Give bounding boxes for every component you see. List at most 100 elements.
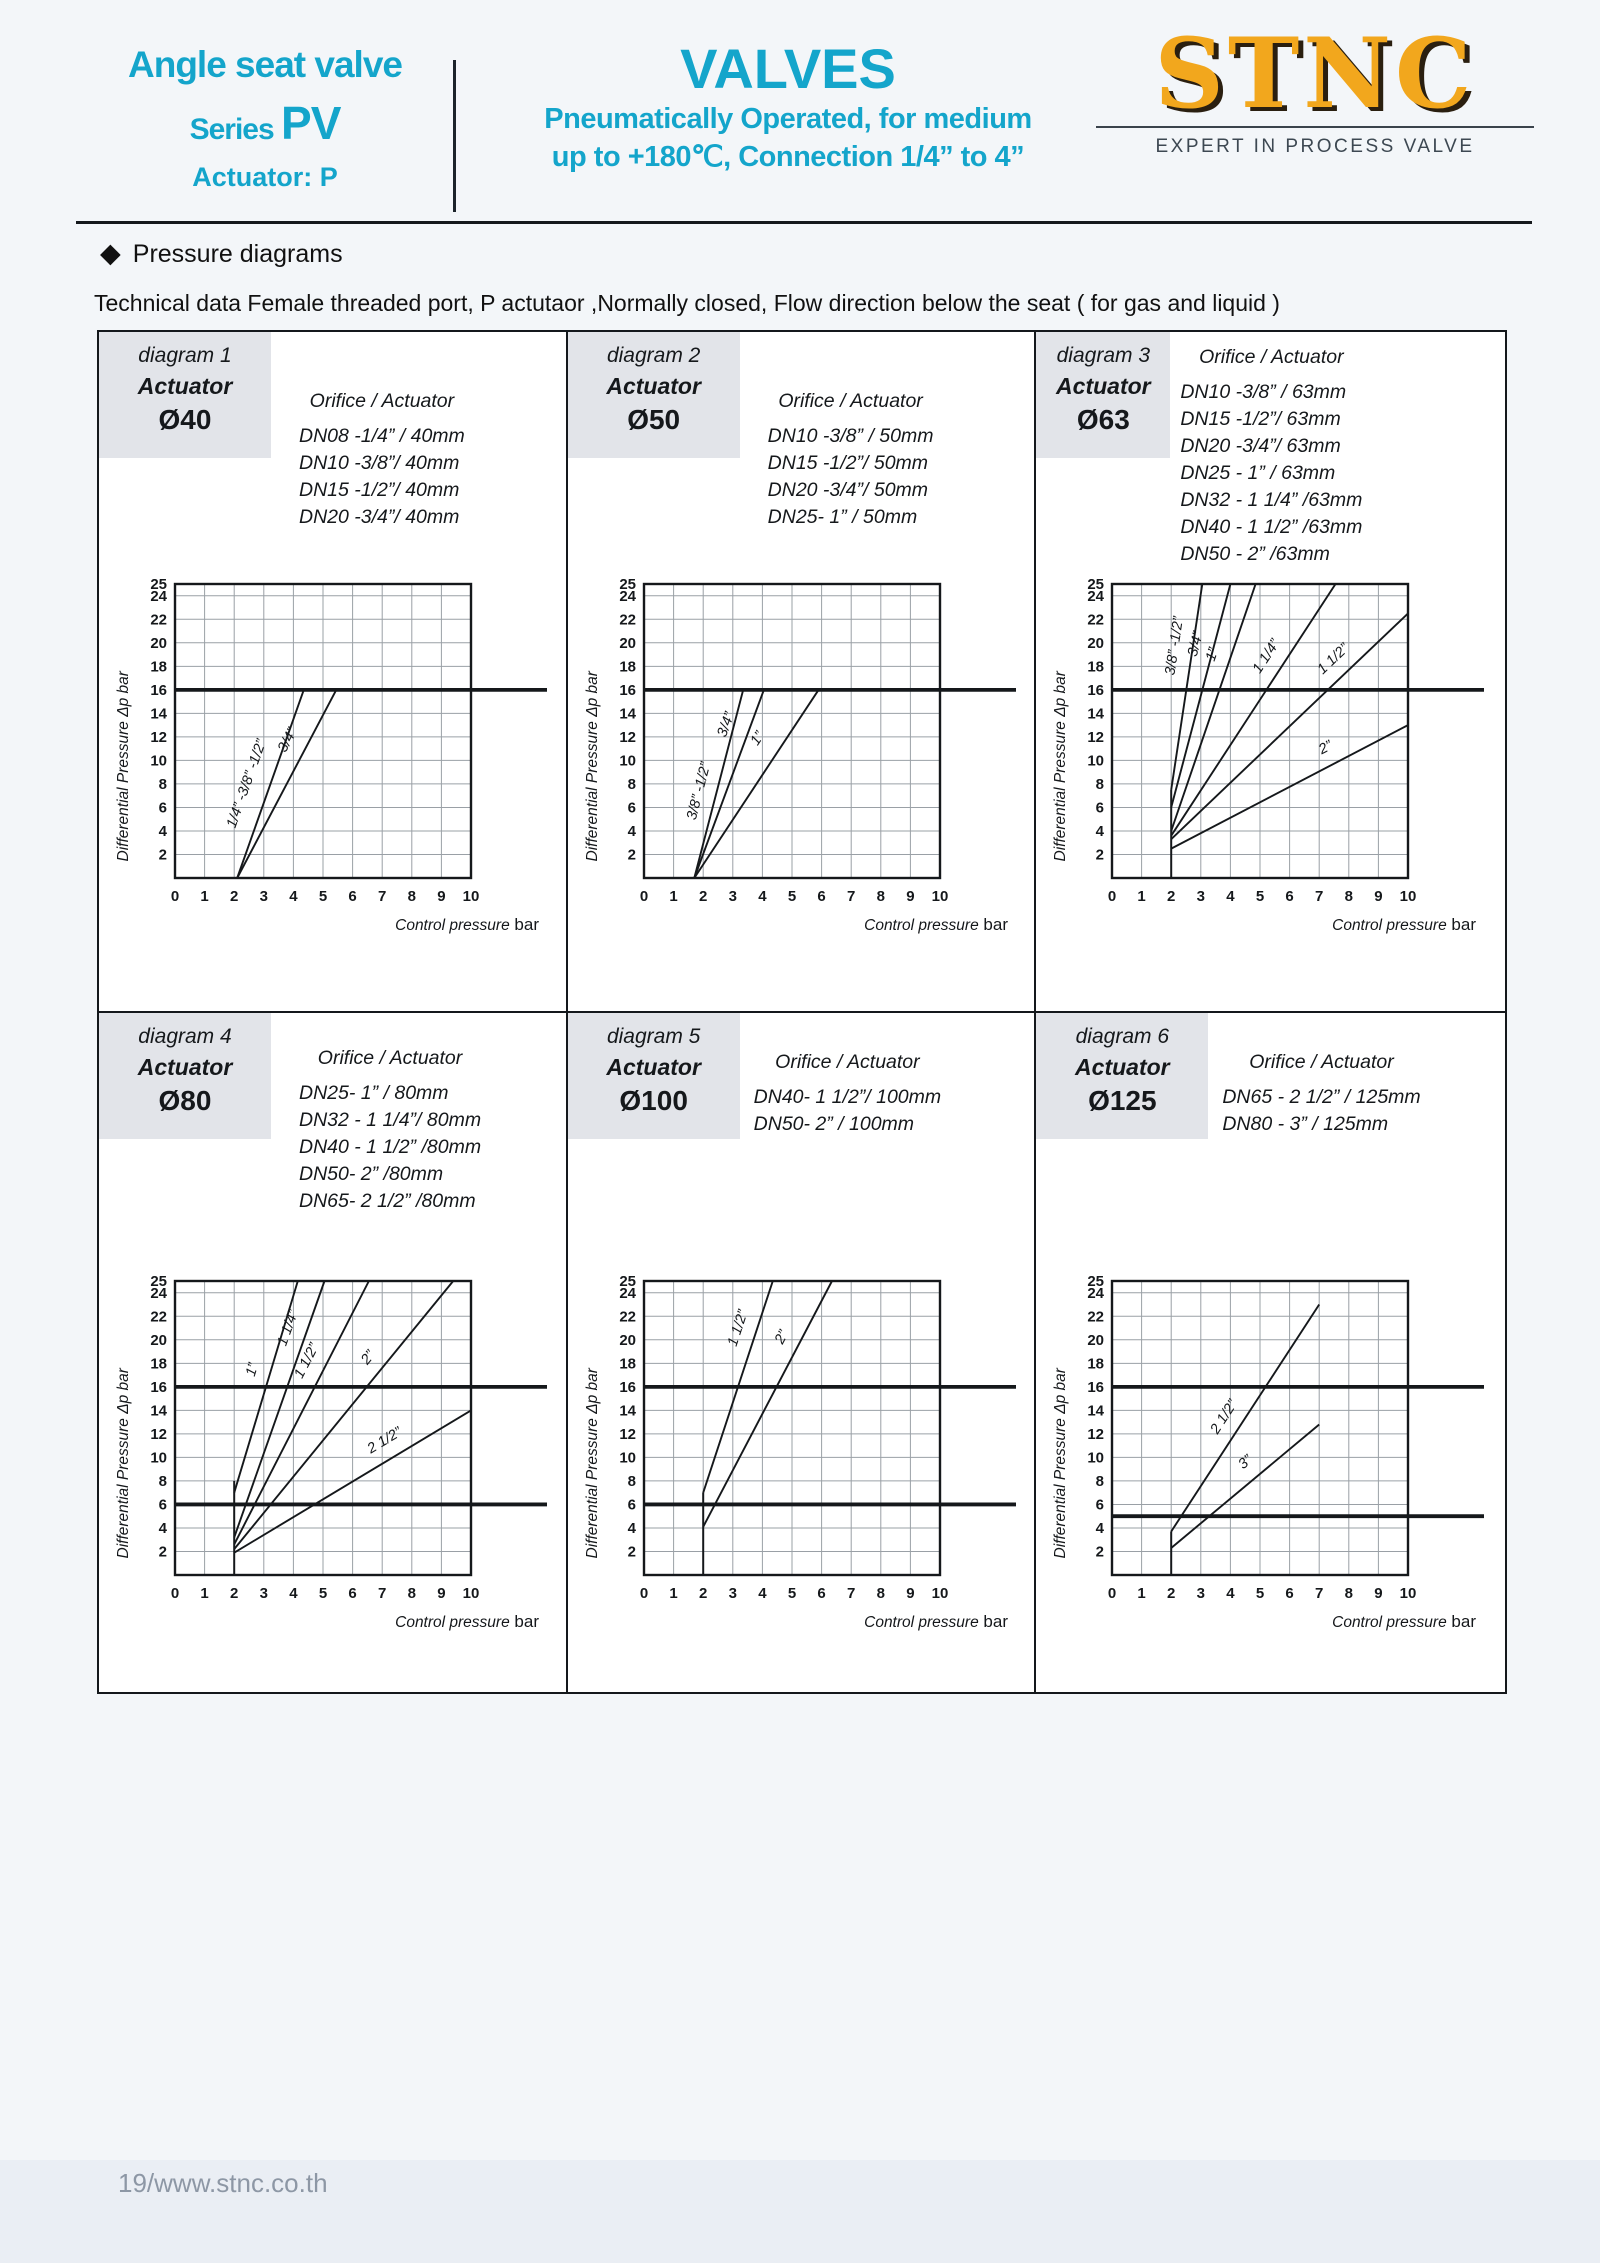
svg-text:8: 8 [408,1585,416,1602]
diagram-cell-1: diagram 1 Actuator Ø40 Orifice / Actuato… [99,332,568,1013]
svg-text:24: 24 [619,1285,636,1302]
actuator-line: Actuator: P [192,162,338,192]
svg-text:3/8” -1/2”: 3/8” -1/2” [684,760,715,822]
svg-text:1 1/4”: 1 1/4” [275,1307,303,1348]
orifice-item: DN32 - 1 1/4”/ 80mm [299,1109,482,1131]
svg-text:2: 2 [230,1585,238,1602]
svg-text:14: 14 [150,705,167,722]
orifice-items: DN65 - 2 1/2” / 125mm DN80 - 3” / 125mm [1222,1084,1420,1138]
diagram-header-box: diagram 1 Actuator Ø40 [99,332,271,458]
svg-text:1: 1 [669,888,677,905]
header-rule [76,221,1532,224]
svg-text:8: 8 [876,1585,884,1602]
diagram-name: diagram 1 [138,344,232,367]
orifice-item: DN20 -3/4”/ 63mm [1180,435,1341,457]
svg-text:20: 20 [150,635,167,652]
diagram-name: diagram 3 [1056,344,1151,367]
orifice-item: DN40- 1 1/2”/ 100mm [753,1086,942,1108]
section-heading-label: Pressure diagrams [132,240,343,268]
orifice-item: DN80 - 3” / 125mm [1222,1113,1389,1135]
svg-text:16: 16 [619,682,636,699]
orifice-list-title: Orifice / Actuator [1249,1051,1394,1073]
svg-text:5: 5 [1256,1585,1264,1602]
svg-text:6: 6 [159,799,167,816]
svg-text:9: 9 [906,1585,914,1602]
svg-text:10: 10 [463,1585,480,1602]
pressure-chart: 3/8” -1/2” 3/4” 1” 0 1 2 3 4 5 6 7 8 9 10 2 4 6 8 10 12 14 16… [580,572,1016,940]
svg-text:0: 0 [1108,888,1116,905]
actuator-label: Actuator [137,373,233,399]
page-title: VALVES [680,37,896,100]
orifice-item: DN65- 2 1/2” /80mm [299,1190,476,1212]
svg-text:6: 6 [1096,1496,1104,1513]
svg-text:9: 9 [906,888,914,905]
svg-text:20: 20 [150,1332,167,1349]
svg-text:1: 1 [1138,888,1146,905]
actuator-size: Ø63 [1076,404,1130,435]
orifice-items: DN08 -1/4” / 40mm DN10 -3/8”/ 40mm DN15 -1… [299,423,465,531]
orifice-item: DN32 - 1 1/4” /63mm [1180,489,1363,511]
orifice-list-title: Orifice / Actuator [317,1047,463,1069]
svg-text:25: 25 [1088,1273,1105,1290]
svg-text:8: 8 [159,776,167,793]
svg-text:25: 25 [619,1273,636,1290]
svg-text:2: 2 [627,847,635,864]
orifice-item: DN40 - 1 1/2” /63mm [1180,516,1363,538]
svg-text:3: 3 [1197,1585,1205,1602]
svg-text:1 1/2”: 1 1/2” [724,1307,751,1348]
svg-text:3/8” -1/2”: 3/8” -1/2” [1163,615,1188,677]
footer-text: 19/www.stnc.co.th [118,2168,328,2198]
actuator-size: Ø100 [619,1085,688,1116]
brand-block: STNC EXPERT IN PROCESS VALVE [1090,26,1540,158]
svg-text:7: 7 [1315,1585,1323,1602]
svg-text:24: 24 [1088,588,1105,605]
orifice-item: DN15 -1/2”/ 63mm [1180,408,1341,430]
svg-text:6: 6 [627,799,635,816]
svg-text:9: 9 [1375,888,1383,905]
svg-text:4: 4 [159,1520,168,1537]
svg-text:1/4” -3/8” -1/2”: 1/4” -3/8” -1/2” [224,736,270,830]
svg-text:25: 25 [150,576,167,593]
header-center: VALVES Pneumatically Operated, for mediu… [488,36,1088,176]
section-heading: ◆ Pressure diagrams [100,238,343,269]
orifice-item: DN10 -3/8” / 50mm [767,425,934,447]
svg-text:2: 2 [230,888,238,905]
svg-text:2: 2 [1096,1544,1104,1561]
svg-text:2”: 2” [771,1327,792,1348]
svg-text:5: 5 [1256,888,1264,905]
svg-text:8: 8 [1345,888,1353,905]
orifice-item: DN40 - 1 1/2” /80mm [299,1136,482,1158]
svg-text:4: 4 [627,1520,636,1537]
svg-text:4: 4 [289,1585,298,1602]
svg-text:10: 10 [1400,888,1417,905]
subtitle-line-1: Pneumatically Operated, for medium [544,103,1032,135]
header-left: Angle seat valve Series PV Actuator: P [90,44,440,193]
svg-text:16: 16 [619,1379,636,1396]
svg-text:7: 7 [847,888,855,905]
orifice-item: DN20 -3/4”/ 40mm [299,506,460,528]
svg-text:6: 6 [159,1496,167,1513]
diagram-name: diagram 5 [606,1025,701,1048]
orifice-item: DN10 -3/8” / 63mm [1180,381,1347,403]
svg-text:12: 12 [619,1426,636,1443]
svg-text:16: 16 [1088,682,1105,699]
brand-tagline: EXPERT IN PROCESS VALVE [1155,136,1475,157]
stnc-logo: STNC [1154,17,1476,130]
svg-text:1”: 1” [747,728,768,749]
svg-text:10: 10 [931,888,948,905]
svg-text:1: 1 [200,1585,208,1602]
svg-text:Control pressure bar: Control pressure bar [1332,915,1476,934]
svg-text:Differential Pressure Δp bar: Differential Pressure Δp bar [584,670,601,861]
svg-text:2”: 2” [1316,737,1337,758]
svg-text:10: 10 [150,752,167,769]
svg-text:6: 6 [1286,888,1294,905]
pressure-chart: 2 1/2” 3” 0 1 2 3 4 5 6 7 8 9 10 2 4 6 8 10 12 14 16 18 20 22 24… [1048,1269,1485,1637]
diagram-cell-3: diagram 3 Actuator Ø63 Orifice / Actuato… [1036,332,1505,1013]
svg-text:10: 10 [1088,752,1105,769]
orifice-list: Orifice / Actuator DN08 -1/4” / 40mm DN10… [299,390,465,531]
product-name: Angle seat valve [128,44,403,85]
orifice-list-title: Orifice / Actuator [778,390,923,412]
orifice-list: Orifice / Actuator DN25- 1” / 80mm DN32 -… [299,1047,481,1215]
svg-text:10: 10 [931,1585,948,1602]
